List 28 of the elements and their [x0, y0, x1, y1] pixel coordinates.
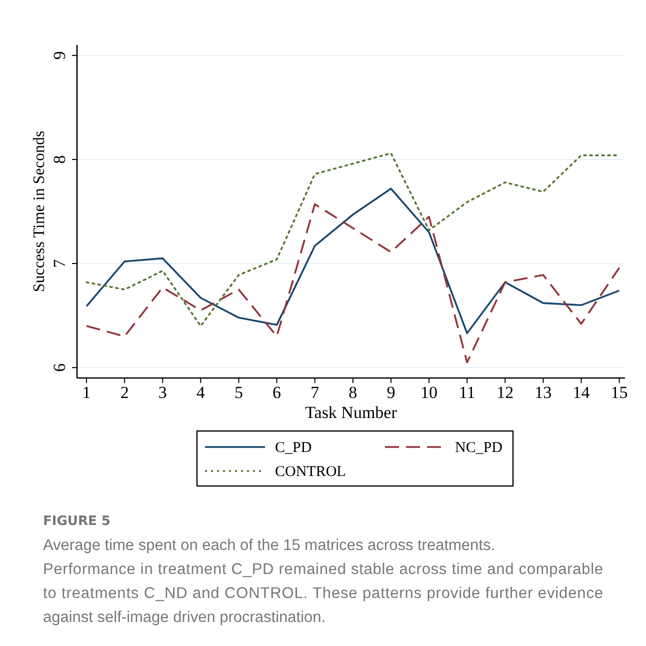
- y-axis-title: Success Time in Seconds: [31, 130, 48, 292]
- caption: FIGURE 5: [43, 514, 110, 529]
- x-tick-label: 5: [234, 383, 243, 402]
- y-tick-label: 7: [50, 258, 69, 268]
- x-tick-label: 6: [272, 383, 282, 402]
- line-series: [86, 188, 620, 334]
- x-tick-label: 15: [610, 383, 628, 402]
- x-tick-label: 9: [386, 383, 396, 402]
- x-tick-label: 10: [420, 383, 438, 402]
- x-tick-label: 13: [534, 383, 552, 402]
- x-tick-label: 12: [496, 383, 514, 402]
- legend-label: NC_PD: [455, 440, 503, 456]
- x-axis-title: Task Number: [305, 403, 398, 422]
- y-tick-label: 9: [50, 51, 69, 60]
- x-tick-label: 8: [348, 383, 358, 402]
- legend-label: C_PD: [275, 440, 312, 456]
- y-tick-label: 6: [50, 363, 69, 372]
- legend-label: CONTROL: [275, 464, 346, 480]
- x-tick-label: 14: [572, 383, 590, 402]
- y-tick-label: 8: [50, 155, 69, 164]
- line-series: [86, 203, 620, 364]
- text: Average time spent on each of the 15 matrices across treatments. Performance in treatment C_PD remained stable across time and comparable to treatments C_ND and CONTROL. These patterns provide further evidence against self-image driven procrastination.: [43, 537, 603, 626]
- x-tick-label: 1: [82, 383, 91, 402]
- x-tick-label: 2: [120, 383, 129, 402]
- x-tick-label: 4: [196, 383, 206, 402]
- x-tick-label: 11: [458, 383, 476, 402]
- x-tick-label: 7: [310, 383, 320, 402]
- x-tick-label: 3: [158, 383, 167, 402]
